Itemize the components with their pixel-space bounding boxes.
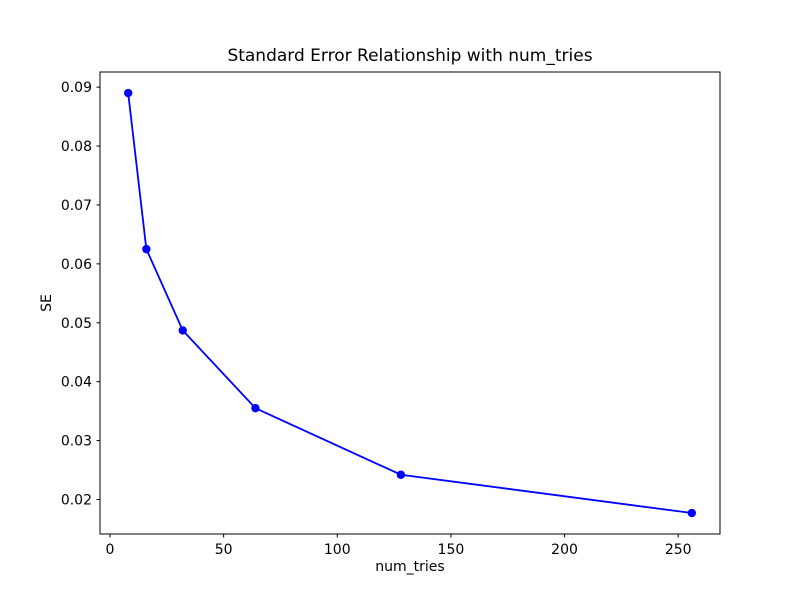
data-point [178, 326, 187, 335]
x-tick-label: 200 [551, 542, 578, 558]
x-tick-label: 150 [438, 542, 465, 558]
y-tick-label: 0.04 [61, 375, 92, 391]
x-tick-label: 0 [106, 542, 115, 558]
data-point [123, 88, 133, 98]
y-tick-label: 0.05 [61, 316, 92, 332]
data-point [142, 244, 151, 254]
y-tick-label: 0.06 [61, 257, 92, 273]
y-tick-label: 0.08 [61, 139, 92, 155]
y-axis-label: SE [39, 294, 55, 312]
data-point [687, 508, 697, 518]
x-axis-label: num_tries [375, 559, 445, 575]
data-point [251, 403, 260, 413]
y-tick-label: 0.03 [61, 434, 92, 450]
y-tick-label: 0.07 [61, 198, 92, 214]
data-line [127, 92, 693, 514]
y-tick-label: 0.02 [61, 492, 92, 508]
data-point [396, 470, 406, 479]
x-tick-label: 50 [215, 542, 233, 558]
x-tick-label: 250 [665, 542, 692, 558]
y-tick-label: 0.09 [61, 80, 92, 96]
axes-frame [99, 71, 721, 535]
chart-title: Standard Error Relationship with num_tri… [227, 46, 593, 66]
x-tick-label: 100 [324, 542, 351, 558]
